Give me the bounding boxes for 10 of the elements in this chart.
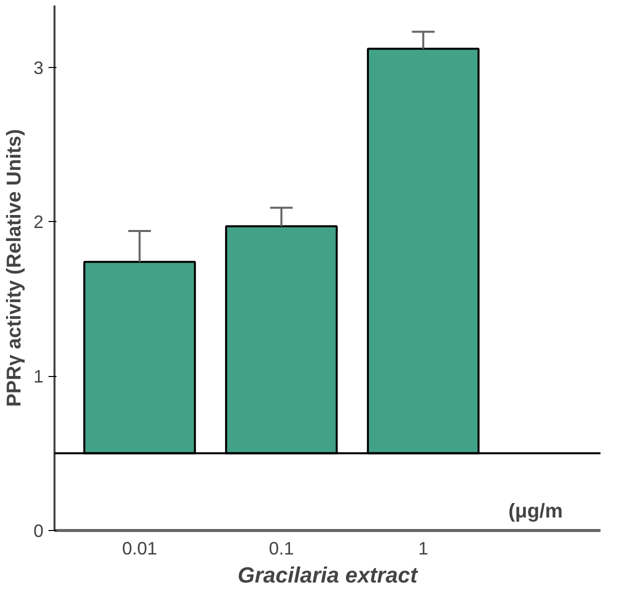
x-tick-label: 1 bbox=[418, 538, 428, 558]
y-tick-label: 2 bbox=[33, 212, 44, 232]
y-tick-label: 0 bbox=[33, 521, 44, 541]
x-tick-label: 0.1 bbox=[268, 538, 294, 558]
x-tick-label: 0.01 bbox=[122, 538, 158, 558]
y-axis-title: PPRγ activity (Relative Units) bbox=[3, 129, 26, 407]
y-tick-label: 1 bbox=[33, 366, 44, 387]
x-axis-title: Gracilaria extract bbox=[238, 562, 420, 588]
y-tick-label: 3 bbox=[33, 58, 44, 78]
annotation: (μg/m bbox=[508, 500, 563, 522]
